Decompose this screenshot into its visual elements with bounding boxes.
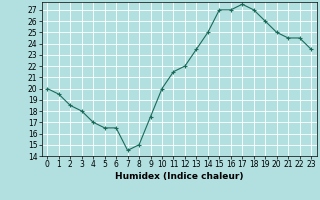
- X-axis label: Humidex (Indice chaleur): Humidex (Indice chaleur): [115, 172, 244, 181]
